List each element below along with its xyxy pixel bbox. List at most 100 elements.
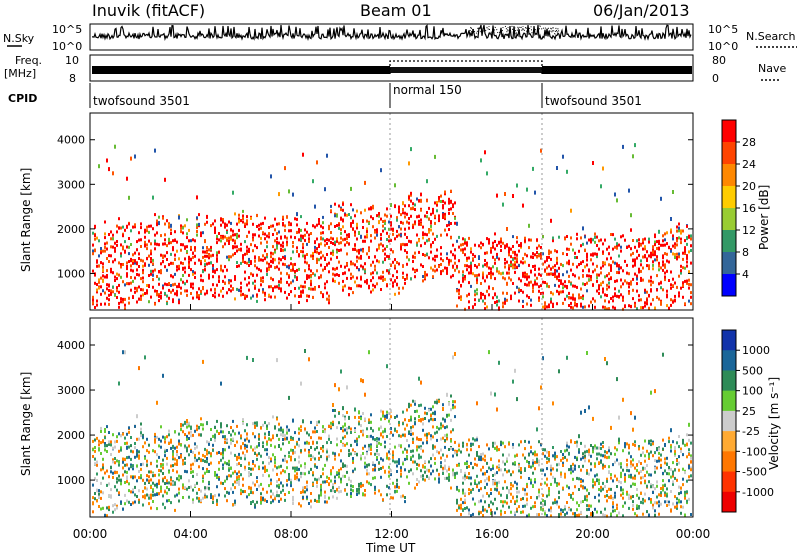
- heatmap-cell: [684, 302, 686, 306]
- heatmap-cell: [276, 244, 278, 248]
- heatmap-cell: [322, 293, 324, 297]
- heatmap-cell: [398, 434, 400, 438]
- heatmap-cell: [372, 217, 374, 221]
- heatmap-cell: [596, 279, 598, 283]
- heatmap-cell: [680, 241, 682, 245]
- heatmap-cell: [566, 169, 568, 174]
- heatmap-cell: [288, 274, 290, 278]
- heatmap-cell: [370, 290, 372, 294]
- heatmap-cell: [198, 222, 200, 226]
- heatmap-cell: [590, 275, 592, 278]
- heatmap-cell: [590, 253, 592, 257]
- heatmap-cell: [212, 283, 214, 287]
- heatmap-cell: [496, 507, 498, 511]
- heatmap-cell: [444, 190, 446, 194]
- heatmap-cell: [434, 154, 436, 159]
- heatmap-cell: [268, 262, 270, 266]
- heatmap-cell: [162, 466, 164, 470]
- heatmap-cell: [564, 472, 566, 476]
- heatmap-cell: [136, 273, 138, 276]
- heatmap-cell: [682, 295, 684, 299]
- heatmap-cell: [210, 428, 212, 431]
- heatmap-cell: [98, 505, 100, 508]
- heatmap-cell: [374, 476, 376, 480]
- heatmap-cell: [404, 447, 406, 451]
- heatmap-cell: [152, 493, 154, 497]
- heatmap-cell: [266, 240, 268, 244]
- heatmap-cell: [312, 455, 314, 459]
- heatmap-cell: [292, 263, 294, 267]
- heatmap-cell: [398, 233, 400, 237]
- heatmap-cell: [614, 245, 616, 249]
- heatmap-cell: [332, 409, 334, 412]
- heatmap-cell: [466, 241, 468, 245]
- heatmap-cell: [280, 249, 282, 252]
- heatmap-cell: [212, 501, 214, 504]
- heatmap-cell: [386, 207, 388, 211]
- heatmap-cell: [170, 223, 172, 228]
- heatmap-cell: [662, 263, 664, 267]
- heatmap-cell: [484, 486, 486, 490]
- heatmap-cell: [570, 495, 572, 499]
- heatmap-cell: [106, 283, 108, 287]
- heatmap-cell: [484, 479, 486, 483]
- heatmap-cell: [178, 442, 180, 446]
- heatmap-cell: [148, 479, 150, 483]
- heatmap-cell: [152, 500, 154, 503]
- heatmap-cell: [192, 238, 194, 242]
- heatmap-cell: [112, 260, 114, 264]
- heatmap-cell: [622, 282, 624, 286]
- heatmap-cell: [246, 294, 248, 298]
- heatmap-cell: [106, 274, 108, 277]
- heatmap-cell: [412, 449, 414, 453]
- heatmap-cell: [394, 205, 396, 209]
- heatmap-cell: [340, 248, 342, 252]
- heatmap-cell: [576, 285, 578, 289]
- heatmap-cell: [314, 286, 316, 289]
- heatmap-cell: [576, 256, 578, 259]
- heatmap-cell: [512, 445, 514, 449]
- heatmap-cell: [568, 296, 570, 300]
- heatmap-cell: [176, 445, 178, 449]
- heatmap-cell: [260, 426, 262, 430]
- heatmap-cell: [538, 244, 540, 248]
- heatmap-cell: [556, 502, 558, 506]
- heatmap-cell: [188, 424, 190, 428]
- heatmap-cell: [296, 276, 298, 280]
- heatmap-cell: [568, 262, 570, 266]
- heatmap-cell: [518, 299, 520, 303]
- heatmap-cell: [186, 236, 188, 240]
- heatmap-cell: [544, 512, 546, 516]
- heatmap-cell: [124, 228, 126, 232]
- heatmap-cell: [512, 443, 514, 446]
- heatmap-cell: [400, 474, 402, 478]
- heatmap-cell: [496, 445, 498, 449]
- heatmap-cell: [298, 502, 300, 506]
- heatmap-cell: [560, 508, 562, 512]
- heatmap-cell: [404, 278, 406, 281]
- heatmap-cell: [244, 296, 246, 300]
- heatmap-cell: [516, 499, 518, 503]
- heatmap-cell: [616, 279, 618, 283]
- heatmap-cell: [318, 285, 320, 289]
- heatmap-cell: [552, 305, 554, 308]
- heatmap-cell: [520, 497, 522, 501]
- heatmap-cell: [148, 239, 150, 243]
- heatmap-cell: [180, 226, 182, 230]
- heatmap-cell: [400, 227, 402, 231]
- heatmap-cell: [634, 272, 636, 276]
- heatmap-cell: [120, 446, 122, 450]
- heatmap-cell: [442, 259, 444, 263]
- heatmap-cell: [220, 239, 222, 243]
- heatmap-cell: [400, 245, 402, 249]
- heatmap-cell: [166, 491, 168, 495]
- heatmap-cell: [496, 488, 498, 492]
- heatmap-cell: [298, 437, 300, 441]
- heatmap-cell: [144, 235, 146, 239]
- heatmap-cell: [154, 247, 156, 251]
- heatmap-cell: [544, 454, 546, 458]
- heatmap-cell: [244, 438, 246, 442]
- heatmap-cell: [458, 259, 460, 263]
- heatmap-cell: [296, 212, 298, 217]
- heatmap-cell: [286, 479, 288, 483]
